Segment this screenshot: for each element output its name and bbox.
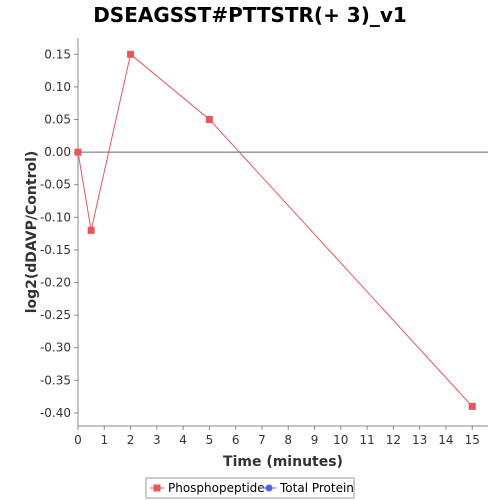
x-tick-label: 10	[333, 433, 348, 447]
x-tick-label: 5	[206, 433, 214, 447]
x-axis-label: Time (minutes)	[223, 454, 343, 470]
x-tick-label: 12	[386, 433, 401, 447]
x-tick-label: 7	[258, 433, 266, 447]
x-tick-label: 11	[359, 433, 374, 447]
y-tick-label: 0.00	[44, 145, 71, 159]
chart-title: DSEAGSST#PTTSTR(+ 3)_v1	[93, 3, 407, 27]
y-tick-label: 0.10	[44, 80, 71, 94]
data-point	[127, 50, 135, 58]
x-tick-label: 1	[100, 433, 108, 447]
data-point	[468, 402, 476, 410]
y-tick-label: 0.15	[44, 47, 71, 61]
x-tick-label: 13	[412, 433, 427, 447]
axes: 0 1 2 3 4 5 6 7 8 9 10 11 12 13 14 150.150.100.050.00-0…	[40, 38, 488, 447]
y-tick-label: -0.05	[40, 178, 71, 192]
y-tick-label: -0.40	[40, 406, 71, 420]
data-point	[205, 116, 213, 124]
y-tick-label: -0.10	[40, 210, 71, 224]
x-tick-label: 14	[438, 433, 453, 447]
y-tick-label: -0.20	[40, 276, 71, 290]
x-tick-label: 9	[311, 433, 319, 447]
legend-box	[145, 477, 355, 499]
y-tick-label: -0.15	[40, 243, 71, 257]
y-tick-label: -0.25	[40, 308, 71, 322]
y-tick-label: -0.35	[40, 373, 71, 387]
series-layer	[74, 50, 476, 410]
x-tick-label: 2	[127, 433, 135, 447]
x-tick-label: 6	[232, 433, 240, 447]
plot-area	[78, 38, 488, 426]
x-tick-label: 0	[74, 433, 82, 447]
x-tick-label: 15	[465, 433, 480, 447]
y-tick-label: -0.30	[40, 341, 71, 355]
legend-marker-circle	[265, 484, 273, 492]
x-tick-label: 4	[179, 433, 187, 447]
y-axis-label: log2(dDAVP/Control)	[24, 151, 40, 314]
data-point	[87, 226, 95, 234]
legend-label: Phosphopeptide	[168, 481, 265, 495]
legend-label: Total Protein	[279, 481, 354, 495]
legend: Phosphopeptide Total Protein	[145, 477, 355, 499]
legend-marker-square	[153, 484, 161, 492]
y-tick-label: 0.05	[44, 113, 71, 127]
data-point	[74, 148, 82, 156]
x-tick-label: 3	[153, 433, 161, 447]
x-tick-label: 8	[284, 433, 292, 447]
